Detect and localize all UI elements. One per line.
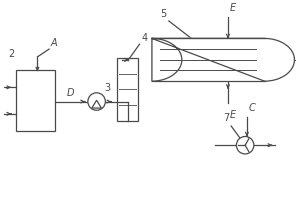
Bar — [16, 70, 55, 131]
Text: 3: 3 — [104, 83, 110, 93]
Text: 7: 7 — [223, 113, 230, 123]
Text: 5: 5 — [160, 9, 166, 19]
Text: C: C — [249, 103, 256, 113]
Circle shape — [88, 93, 105, 110]
Text: A: A — [51, 38, 58, 48]
Circle shape — [236, 136, 254, 154]
Polygon shape — [152, 38, 294, 81]
Text: E: E — [230, 110, 236, 120]
FancyBboxPatch shape — [152, 38, 265, 81]
Bar — [117, 58, 138, 121]
Polygon shape — [92, 100, 101, 108]
Text: 4: 4 — [142, 33, 148, 43]
Bar — [152, 38, 265, 81]
Text: D: D — [67, 88, 74, 98]
Text: 2: 2 — [8, 49, 14, 59]
Text: E: E — [230, 3, 236, 13]
